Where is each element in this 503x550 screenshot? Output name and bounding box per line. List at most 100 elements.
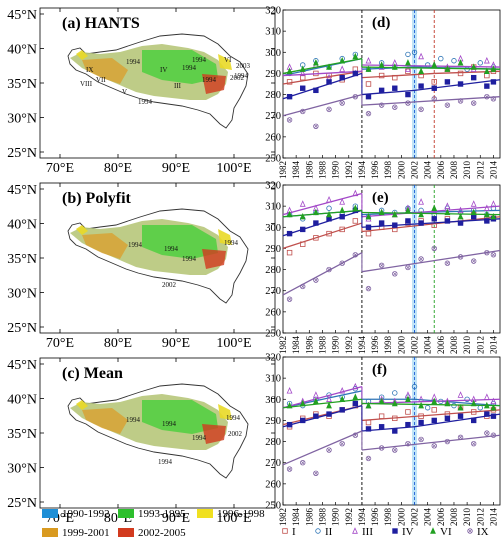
orange-region — [82, 58, 128, 84]
y-tick-label: 290 — [265, 244, 281, 255]
x-tick-label: 1990 — [331, 508, 341, 527]
data-point — [490, 79, 497, 85]
lat-tick-label: 40°N — [7, 393, 37, 408]
data-point — [313, 220, 319, 226]
data-point — [470, 100, 477, 106]
data-point — [299, 212, 306, 220]
marker-ring — [286, 466, 293, 472]
data-point — [339, 407, 345, 413]
data-point — [457, 220, 464, 226]
data-point — [438, 55, 444, 62]
data-point — [424, 62, 431, 68]
yellow-region — [218, 54, 232, 70]
data-point — [418, 67, 425, 75]
marker-cross — [353, 94, 358, 99]
legend-marker — [315, 528, 321, 534]
marker-cross — [471, 259, 476, 263]
marker-ring — [431, 245, 437, 252]
lon-tick-label: 100°E — [216, 161, 251, 176]
lat-tick-label: 35°N — [7, 427, 37, 442]
data-point — [326, 205, 332, 211]
data-point — [378, 72, 385, 79]
lat-tick-label: 40°N — [7, 218, 37, 233]
data-point — [490, 96, 497, 102]
marker-ring — [457, 254, 464, 260]
x-tick-label: 1996 — [370, 508, 380, 527]
marker-ring — [300, 283, 306, 290]
data-point — [286, 296, 293, 302]
data-point — [444, 202, 451, 209]
data-point — [490, 432, 497, 438]
trend-segment — [282, 209, 362, 218]
data-point — [300, 283, 306, 290]
marker-ring — [431, 96, 437, 102]
legend-label: IX — [477, 526, 489, 538]
map-annotation: 1994 — [164, 245, 179, 253]
red-region — [202, 249, 226, 269]
data-point — [339, 440, 345, 447]
plateau-map: 1994 1994 1994 1994 2002 1994 — [67, 383, 249, 479]
data-point — [365, 224, 372, 230]
y-tick-label: 300 — [265, 223, 281, 234]
data-point — [326, 395, 332, 402]
trend-segment — [282, 70, 363, 85]
marker-cross — [471, 441, 476, 446]
x-tick-label: 1992 — [344, 336, 354, 354]
data-point — [405, 421, 411, 428]
data-point — [457, 434, 464, 441]
data-point — [313, 470, 319, 476]
legend-marker — [282, 528, 288, 534]
data-point — [484, 411, 490, 417]
y-tick-label: 260 — [265, 479, 281, 490]
legend-marker — [430, 527, 436, 534]
marker-ring — [352, 432, 359, 438]
data-point — [286, 93, 293, 100]
series-4 — [282, 70, 501, 100]
orange-region — [82, 233, 128, 259]
data-point — [484, 249, 490, 256]
marker-ring — [467, 528, 473, 534]
y-tick-label: 290 — [265, 416, 281, 427]
marker-cross — [379, 103, 384, 108]
data-point — [326, 411, 332, 417]
map-annotation: 1994 — [126, 58, 141, 66]
trend-segment — [282, 209, 363, 237]
data-point — [312, 397, 319, 405]
series-6 — [282, 430, 501, 476]
data-point — [313, 413, 319, 419]
map-annotation: 1994 — [162, 420, 177, 428]
map-panel-2: 45°N 40°N 35°N 30°N 25°N 70°E 80°E 90°E 100°E 199… — [7, 182, 276, 351]
data-point — [339, 395, 346, 402]
x-tick-label: 2004 — [423, 336, 433, 355]
data-point — [418, 106, 424, 113]
map-annotation: VIII — [80, 80, 93, 88]
x-tick-label: 2000 — [396, 336, 406, 355]
data-point — [365, 56, 372, 64]
data-point — [418, 419, 424, 426]
green-region — [142, 50, 218, 84]
data-point — [490, 403, 497, 411]
data-point — [470, 440, 477, 447]
data-point — [392, 447, 398, 453]
data-point — [392, 415, 398, 422]
lon-tick-label: 100°E — [216, 511, 251, 526]
data-point — [378, 413, 385, 419]
data-point — [470, 399, 477, 407]
data-point — [483, 393, 490, 400]
x-tick-label: 1988 — [317, 508, 327, 527]
data-point — [286, 421, 293, 428]
y-tick-label: 320 — [265, 6, 281, 17]
data-point — [405, 206, 411, 214]
map-annotation: IV — [160, 66, 167, 74]
legend-label: IV — [402, 526, 414, 538]
yellow-region — [218, 229, 232, 245]
data-point — [431, 61, 438, 68]
series-legend-item: IX — [467, 526, 489, 538]
map-annotation: 1994 — [126, 416, 141, 424]
marker-cross — [458, 435, 463, 440]
data-point — [300, 417, 306, 424]
map-annotation: 1994 — [192, 56, 207, 64]
breakpoint-band — [412, 10, 418, 158]
trend-segment — [282, 192, 363, 216]
